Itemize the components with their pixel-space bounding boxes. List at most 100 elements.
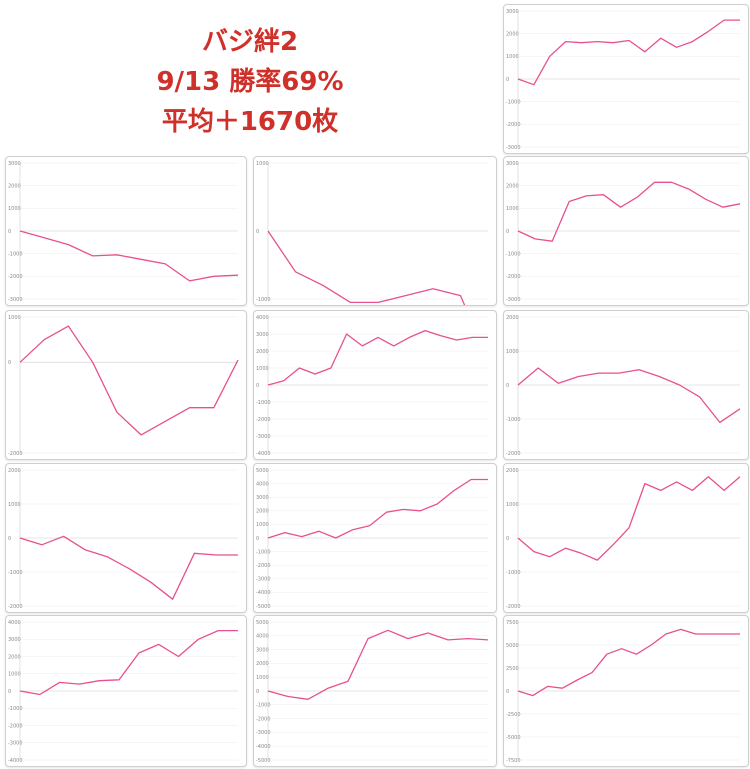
line-chart: 2000 1000 0 -1000 -2000 [506,468,741,610]
y-tick-label: 1000 [8,672,21,678]
y-tick-label: -1000 [256,549,271,555]
y-tick-label: 3000 [8,637,21,643]
y-tick-label: -1000 [256,400,271,406]
line-chart: 3000 2000 1000 0 -1000 -2000 -3000 [506,161,741,303]
y-tick-label: -5000 [506,735,521,741]
series-line [517,628,740,697]
y-tick-label: 3000 [506,161,519,167]
y-tick-label: -7500 [506,758,521,764]
chart-panel: 7500 5000 2500 0 -2500 -5000 -7500 [503,615,749,767]
y-tick-label: 1000 [256,161,269,167]
y-tick-label: 1000 [256,522,269,528]
y-tick-label: -3000 [506,145,521,151]
y-tick-label: 0 [256,689,259,695]
y-tick-label: -4000 [256,590,271,596]
y-tick-label: 2000 [506,468,519,474]
y-tick-label: -2000 [8,723,23,729]
y-tick-label: -4000 [256,451,271,457]
series-line [19,629,238,696]
y-tick-label: -3000 [256,730,271,736]
y-tick-label: 0 [506,689,509,695]
y-tick-label: 1000 [8,502,21,508]
win-rate-line: 9/13 勝率69% [156,67,344,97]
series-line [517,367,741,424]
y-tick-label: 0 [256,536,259,542]
y-tick-label: 3000 [256,332,269,338]
y-tick-label: 0 [256,383,259,389]
chart-panel: 1000 0 -2000 [5,310,247,460]
y-tick-label: 7500 [506,620,519,626]
y-tick-label: -2000 [8,274,23,280]
y-tick-label: 2000 [256,349,269,355]
y-tick-label: -2000 [256,563,271,569]
chart-panel: 1000 0 -1000 [253,156,497,306]
series-line [267,629,489,700]
y-tick-label: -2000 [8,451,23,457]
y-tick-label: 0 [8,689,11,695]
y-tick-label: 4000 [8,620,21,626]
average-line: 平均＋1670枚 [161,107,339,137]
y-tick-label: 2000 [8,654,21,660]
y-tick-label: -2000 [256,417,271,423]
series-line [19,535,238,600]
series-line [267,329,488,386]
line-chart: 4000 3000 2000 1000 0 -1000 -2000 -3000 -4000 [256,315,488,457]
y-tick-label: 3000 [256,495,269,501]
y-tick-label: 5000 [506,643,519,649]
line-chart: 2000 1000 0 -1000 -2000 [506,315,741,457]
y-tick-label: 1000 [256,366,269,372]
y-tick-label: 2000 [506,31,519,37]
line-chart: 5000 4000 3000 2000 1000 0 -1000 -2000 -3000 -400… [256,468,488,610]
y-tick-label: 2000 [256,661,269,667]
series-line [517,476,741,561]
line-chart: 7500 5000 2500 0 -2500 -5000 -7500 [506,620,740,764]
chart-panel: 2000 1000 0 -1000 -2000 [503,463,749,613]
y-tick-label: 0 [506,383,509,389]
chart-panel: 4000 3000 2000 1000 0 -1000 -2000 -3000 -4000 [253,310,497,460]
y-tick-label: 0 [506,536,509,542]
y-tick-label: -2000 [506,122,521,128]
y-tick-label: 1000 [506,206,519,212]
y-tick-label: -1000 [8,251,23,257]
y-tick-label: -1000 [506,99,521,105]
chart-panel: 5000 4000 3000 2000 1000 0 -1000 -2000 -3000 -400… [253,463,497,613]
y-tick-label: 2000 [506,183,519,189]
series-line [517,181,741,242]
y-tick-label: -1000 [256,703,271,709]
y-tick-label: 1000 [506,349,519,355]
y-tick-label: -1000 [8,570,23,576]
line-chart: 1000 0 -2000 [8,315,239,457]
y-tick-label: -4000 [256,744,271,750]
y-tick-label: 3000 [506,9,519,15]
summary-header: バジ絆2 9/13 勝率69% 平均＋1670枚 [110,22,390,142]
y-tick-label: -3000 [256,434,271,440]
y-tick-label: -2500 [506,712,521,718]
line-chart: 1000 0 -1000 [256,161,488,305]
y-tick-label: 0 [8,360,11,366]
y-tick-label: 1000 [8,206,21,212]
chart-panel: 2000 1000 0 -1000 -2000 [503,310,749,460]
line-chart: 2000 1000 0 -1000 -2000 [8,468,238,610]
y-tick-label: -3000 [256,577,271,583]
y-tick-label: 1000 [506,54,519,60]
chart-panel: 3000 2000 1000 0 -1000 -2000 -3000 [5,156,247,306]
y-tick-label: 0 [8,229,11,235]
y-tick-label: 1000 [8,315,21,321]
y-tick-label: 2500 [506,666,519,672]
y-tick-label: -2000 [256,716,271,722]
y-tick-label: -1000 [506,570,521,576]
y-tick-label: 1000 [256,675,269,681]
series-line [267,478,488,539]
y-tick-label: 5000 [256,620,269,626]
series-line [517,19,740,86]
y-tick-label: -1000 [506,417,521,423]
series-line [19,230,239,282]
machine-title: バジ絆2 [201,27,299,57]
line-chart: 4000 3000 2000 1000 0 -1000 -2000 -3000 -4000 [8,620,238,764]
line-chart: 5000 4000 3000 2000 1000 0 -1000 -2000 -3000 -400… [256,620,489,764]
y-tick-label: -1000 [8,706,23,712]
chart-panel: 5000 4000 3000 2000 1000 0 -1000 -2000 -3000 -400… [253,615,497,767]
chart-panel: 4000 3000 2000 1000 0 -1000 -2000 -3000 -4000 [5,615,247,767]
y-tick-label: 2000 [8,468,21,474]
y-tick-label: -3000 [8,297,23,303]
